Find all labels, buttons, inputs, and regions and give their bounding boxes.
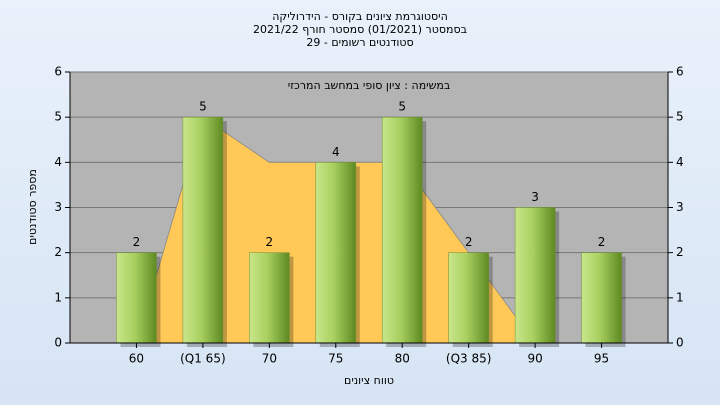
bar [249,252,290,344]
x-tick-label: 60 [129,352,144,366]
data-label: 2 [465,235,473,249]
y2-tick-label: 4 [676,155,684,169]
y-tick-label: 6 [54,65,62,79]
data-label: 4 [332,145,340,159]
x-tick-label: (Q3 85) [446,352,492,366]
bar [182,116,224,344]
bar [381,116,423,344]
y-tick-label: 3 [54,200,62,214]
y-tick-label: 5 [54,110,62,124]
bar [581,252,622,344]
chart-subtitle: בסמסטר (01/2021) סמסטר חורף 2021/22 [253,23,467,36]
bar [514,207,556,344]
x-tick-label: 80 [395,352,410,366]
data-label: 5 [199,100,207,114]
data-label: 2 [598,235,606,249]
bar [116,252,157,344]
y-tick-label: 1 [54,290,62,304]
y-tick-label: 2 [54,245,62,259]
y-tick-label: 4 [54,155,62,169]
y2-tick-label: 2 [676,245,684,259]
annotation: במשימה : ציון סופי במחשב המרכזי [288,79,451,92]
y-axis-label: מספר סטודנטים [26,169,39,245]
data-label: 2 [266,235,274,249]
x-tick-label: 75 [328,352,343,366]
x-tick-label: 95 [594,352,609,366]
x-tick-label: 90 [527,352,542,366]
x-tick-label: (Q1 65) [180,352,226,366]
y2-tick-label: 0 [676,336,684,350]
data-label: 2 [133,235,141,249]
data-label: 5 [398,100,406,114]
y2-tick-label: 6 [676,65,684,79]
x-tick-label: 70 [262,352,277,366]
chart-title: היסטוגרמת ציונים בקורס - הידרוליקה [272,10,448,23]
x-axis-label: טווח ציונים [344,374,394,387]
bar [315,162,357,344]
y2-tick-label: 1 [676,290,684,304]
y-tick-label: 0 [54,336,62,350]
y2-tick-label: 5 [676,110,684,124]
data-label: 3 [531,190,539,204]
y2-tick-label: 3 [676,200,684,214]
chart-subtitle: סטודנטים רשומים - 29 [306,36,413,49]
bar [448,252,489,344]
